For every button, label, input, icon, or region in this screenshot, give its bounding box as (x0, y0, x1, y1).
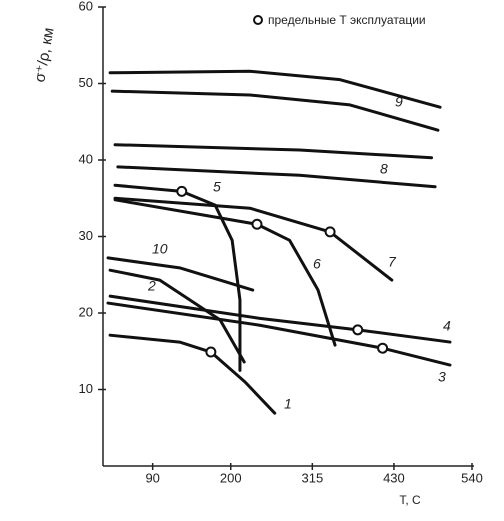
curve (116, 165, 437, 189)
curve (108, 294, 452, 344)
curve-label: 1 (284, 396, 292, 412)
annotation-marker (253, 15, 263, 25)
x-tick-label: 315 (301, 470, 323, 485)
limit-point (352, 324, 364, 336)
y-tick-label: 30 (79, 228, 93, 243)
x-tick-label: 200 (220, 470, 242, 485)
x-tick-label: 90 (145, 470, 159, 485)
curve (106, 301, 452, 367)
curve (113, 198, 337, 347)
curve-label: 10 (152, 241, 168, 257)
curve-label: 4 (443, 318, 451, 334)
y-tick-label: 20 (79, 304, 93, 319)
curve (108, 69, 442, 109)
x-axis-label: T, C (399, 493, 421, 507)
curve-label: 8 (380, 161, 388, 177)
curve (113, 196, 394, 282)
limit-point (251, 218, 263, 230)
y-tick-label: 60 (79, 0, 93, 13)
y-axis-label: σ⁺/ρ, км (31, 26, 57, 83)
x-tick-label: 540 (461, 470, 483, 485)
x-tick-label: 430 (383, 470, 405, 485)
y-tick-label: 50 (79, 75, 93, 90)
limit-point (176, 185, 188, 197)
curve-label: 5 (213, 179, 221, 195)
curve-label: 3 (438, 369, 446, 385)
curve-label: 2 (147, 278, 156, 294)
y-tick-label: 40 (79, 151, 93, 166)
curve (108, 333, 277, 415)
curve-label: 9 (395, 94, 403, 110)
curve (110, 89, 440, 132)
limit-point (324, 226, 336, 238)
curve-label: 7 (388, 254, 397, 270)
annotation: предельные Т эксплуатации (268, 13, 426, 27)
curve (106, 256, 255, 292)
curve (113, 183, 242, 372)
curve-label: 6 (313, 256, 321, 272)
limit-point (205, 346, 217, 358)
y-tick-label: 10 (79, 381, 93, 396)
curve (113, 143, 434, 160)
curve (108, 268, 246, 364)
limit-point (377, 342, 389, 354)
